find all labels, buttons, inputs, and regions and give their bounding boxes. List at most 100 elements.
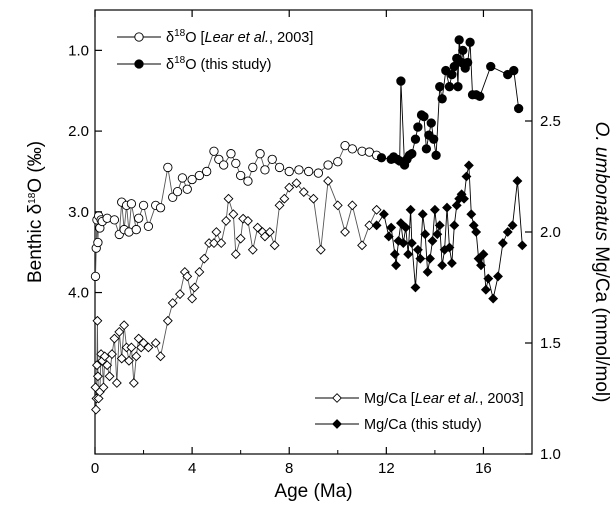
x-tick-label: 8 — [285, 460, 293, 477]
data-point — [298, 187, 309, 197]
data-point — [131, 351, 142, 362]
data-point — [465, 37, 475, 47]
data-point — [107, 349, 117, 360]
data-point — [512, 176, 523, 186]
data-point — [194, 170, 205, 181]
data-point — [150, 338, 161, 348]
data-point — [155, 203, 166, 213]
data-point — [406, 238, 417, 249]
series-d18o_lear — [90, 140, 382, 282]
data-point — [252, 222, 263, 233]
data-point — [480, 284, 491, 295]
data-point — [284, 166, 294, 177]
data-point — [223, 193, 234, 204]
data-point — [143, 221, 154, 231]
data-point — [437, 94, 447, 104]
legend-bottom: Mg/Ca [Lear et al., 2003] Mg/Ca (this stu… — [315, 391, 524, 433]
data-point — [236, 170, 246, 181]
y-left-axis-title: Benthic δ18O (‰) — [25, 141, 46, 283]
x-tick-label: 4 — [188, 460, 196, 477]
data-point — [347, 144, 357, 154]
data-point — [432, 229, 443, 240]
data-point — [463, 160, 474, 171]
y-right-tick-label: 2.5 — [540, 113, 561, 130]
data-point — [247, 244, 258, 255]
data-point — [447, 69, 457, 80]
y-right-tick-label: 1.0 — [540, 446, 561, 463]
data-point — [459, 193, 469, 204]
data-point — [389, 249, 400, 260]
data-point — [189, 282, 200, 293]
series-line-d18o_this — [381, 39, 520, 166]
data-point — [333, 157, 343, 167]
data-point — [461, 171, 472, 182]
data-point — [209, 238, 219, 249]
data-point — [138, 338, 149, 348]
data-point — [92, 360, 102, 371]
data-point — [419, 111, 429, 122]
data-point — [466, 209, 477, 220]
x-tick-label: 16 — [475, 460, 492, 477]
data-point — [90, 271, 101, 282]
data-point — [405, 204, 416, 215]
data-point — [421, 144, 432, 154]
data-point — [383, 231, 394, 242]
data-point — [426, 118, 436, 128]
data-point — [274, 162, 285, 173]
data-point — [395, 218, 406, 229]
data-point — [427, 235, 438, 246]
data-point — [391, 260, 401, 271]
data-point — [238, 213, 249, 224]
data-point — [279, 193, 290, 204]
data-point — [454, 35, 464, 45]
data-point — [98, 382, 109, 393]
y-left-tick-label: 1.0 — [68, 42, 89, 59]
data-point — [420, 229, 431, 240]
data-point — [243, 176, 253, 186]
legend-marker — [332, 419, 342, 429]
data-point — [219, 160, 229, 170]
data-point — [437, 260, 448, 271]
data-point — [442, 202, 452, 213]
data-point — [177, 173, 188, 183]
data-point — [417, 209, 428, 220]
data-point — [431, 150, 441, 160]
data-point — [202, 166, 212, 177]
data-point — [449, 220, 460, 231]
data-point — [216, 238, 227, 249]
data-point — [226, 149, 236, 159]
legend-label: δ18O (this study) — [166, 55, 271, 73]
data-point — [453, 82, 463, 92]
data-point — [119, 320, 130, 331]
data-point — [386, 222, 397, 233]
plot-frame — [94, 9, 533, 455]
data-point — [478, 249, 489, 260]
data-point — [134, 213, 144, 223]
y-left-tick-label: 3.0 — [68, 204, 89, 221]
data-point — [91, 404, 101, 415]
data-point — [131, 224, 141, 235]
data-point — [313, 168, 324, 178]
y-right-tick-label: 2.0 — [540, 224, 561, 241]
legend-marker — [134, 59, 144, 69]
data-point — [255, 149, 265, 159]
x-tick-label: 12 — [378, 460, 395, 477]
data-point — [175, 289, 185, 300]
legend-marker — [134, 32, 144, 42]
data-point — [231, 158, 241, 169]
data-point — [429, 134, 439, 144]
data-point — [357, 240, 367, 251]
data-point — [488, 293, 499, 304]
data-point — [221, 215, 232, 226]
data-point — [403, 249, 414, 260]
data-point — [422, 267, 433, 277]
data-point — [446, 258, 457, 269]
x-axis-title: Age (Ma) — [274, 481, 352, 502]
data-point — [471, 227, 482, 237]
data-point — [486, 61, 496, 72]
data-point — [133, 333, 144, 344]
data-point — [410, 134, 421, 144]
data-point — [509, 65, 519, 76]
data-point — [248, 162, 258, 173]
data-point — [187, 293, 198, 304]
